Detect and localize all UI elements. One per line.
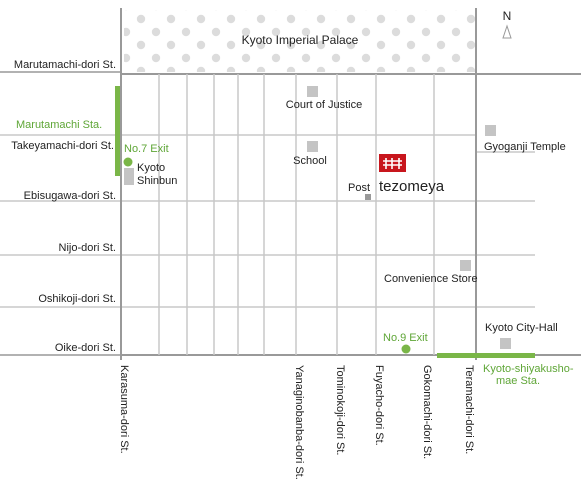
shiyakusho-station-label-1: Kyoto-shiyakusho- [483, 363, 574, 375]
imperial-palace-label: Kyoto Imperial Palace [242, 33, 359, 47]
label-karasuma: Karasuma-dori St. [118, 365, 130, 454]
city-hall-label: Kyoto City-Hall [485, 322, 558, 334]
stations: Marutamachi Sta. No.7 Exit No.9 Exit Kyo… [16, 119, 574, 387]
label-oshikoji: Oshikoji-dori St. [38, 293, 116, 305]
kyoto-shinbun-marker-icon [124, 168, 134, 185]
city-hall-marker-icon [500, 338, 511, 349]
kyoto-shinbun-label-1: Kyoto [137, 162, 165, 174]
gyoganji-label: Gyoganji Temple [484, 141, 566, 153]
no7-exit-icon [123, 157, 133, 167]
subway-karasuma-line [115, 86, 120, 176]
no9-exit-label: No.9 Exit [383, 332, 428, 344]
imperial-palace [124, 10, 476, 72]
convenience-marker-icon [460, 260, 471, 271]
shiyakusho-station-label-2: mae Sta. [496, 375, 540, 387]
no9-exit-icon [401, 344, 411, 354]
court-marker-icon [307, 86, 318, 97]
label-tominokoji: Tominokoji-dori St. [334, 365, 346, 455]
marutamachi-station-label: Marutamachi Sta. [16, 119, 102, 131]
label-teramachi: Teramachi-dori St. [463, 365, 475, 454]
label-gokomachi: Gokomachi-dori St. [421, 365, 433, 459]
label-yanaginobanba: Yanaginobanba-dori St. [293, 365, 305, 480]
ew-streets [0, 71, 581, 356]
label-nijo: Nijo-dori St. [59, 242, 116, 254]
tezomeya-destination: tezomeya [379, 154, 445, 195]
school-label: School [293, 155, 327, 167]
kyoto-shinbun-label-2: Shinbun [137, 175, 177, 187]
post-marker-icon [365, 194, 371, 200]
north-arrow-icon [502, 24, 512, 39]
landmarks: Court of Justice School Post Gyoganji Te… [124, 86, 566, 349]
compass-label: N [503, 9, 512, 23]
subway-tozai-line [437, 353, 535, 358]
school-marker-icon [307, 141, 318, 152]
label-marutamachi: Marutamachi-dori St. [14, 59, 116, 71]
label-ebisugawa: Ebisugawa-dori St. [24, 190, 116, 202]
tezomeya-label: tezomeya [379, 178, 445, 195]
label-oike: Oike-dori St. [55, 342, 116, 354]
label-takeyamachi: Takeyamachi-dori St. [11, 140, 114, 152]
no7-exit-label: No.7 Exit [124, 143, 169, 155]
label-fuyacho: Fuyacho-dori St. [373, 365, 385, 446]
post-label: Post [348, 182, 370, 194]
court-label: Court of Justice [286, 99, 362, 111]
convenience-label: Convenience Store [384, 273, 478, 285]
gyoganji-marker-icon [485, 125, 496, 136]
ns-streets [120, 8, 477, 360]
